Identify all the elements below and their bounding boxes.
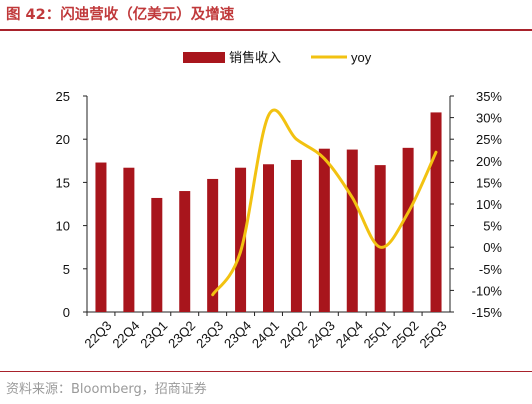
left-tick-label: 25 [56,89,70,104]
revenue-bar [235,167,247,312]
revenue-bar [374,165,386,312]
left-tick-label: 20 [56,132,70,147]
x-tick-label: 24Q3 [305,318,338,351]
x-tick-label: 24Q4 [333,318,366,351]
right-tick-label: 0% [483,240,502,255]
x-tick-label: 23Q3 [193,318,226,351]
revenue-bar [290,159,302,312]
x-tick-label: 23Q1 [137,318,170,351]
revenue-bar [318,148,330,312]
revenue-bar [151,197,163,312]
right-tick-label: -5% [479,262,503,277]
x-tick-label: 23Q2 [165,318,198,351]
right-tick-label: -10% [472,283,503,298]
right-tick-label: 10% [476,197,502,212]
x-tick-label: 24Q1 [249,318,282,351]
revenue-bar [263,164,274,312]
footer-rule [0,371,532,372]
x-tick-label: 25Q2 [389,318,422,351]
revenue-bar [430,112,442,312]
figure-title: 图 42：闪迪营收（亿美元）及增速 [6,7,235,23]
bar-series [86,112,442,316]
title-rule [0,29,532,31]
left-tick-label: 15 [56,175,70,190]
x-tick-label: 22Q4 [109,318,142,351]
left-tick-label: 0 [63,305,70,320]
right-tick-label: 20% [476,154,502,169]
right-tick-label: 5% [483,219,502,234]
revenue-bar [207,178,219,312]
x-tick-label: 22Q3 [81,318,114,351]
right-tick-label: -15% [472,305,503,320]
x-tick-label: 25Q1 [361,318,394,351]
right-tick-label: 35% [476,89,502,104]
x-tick-label: 23Q4 [221,318,254,351]
x-tick-labels: 22Q322Q423Q123Q223Q323Q424Q124Q224Q324Q4… [81,318,449,351]
legend-bar-label: 销售收入 [229,50,281,65]
right-tick-label: 15% [476,175,502,190]
revenue-bar [402,147,414,312]
right-tick-label: 30% [476,111,502,126]
x-tick-label: 24Q2 [277,318,310,351]
chart-axes: 0 5 10 15 20 25 -15% -10% -5% 0% 5% 10% 15% 20% 25% 30%… [56,89,503,320]
yoy-series [211,108,438,297]
revenue-bar [123,167,135,312]
left-tick-label: 10 [56,219,70,234]
left-tick-label: 5 [63,262,70,277]
revenue-chart: 销售收入 yoy 0 5 10 15 20 25 -15% -10% -5% 0% 5% 10% 15%… [56,50,503,351]
legend-bar-swatch [183,52,225,63]
revenue-bar [179,191,191,312]
right-tick-label: 25% [476,132,502,147]
source-note: 资料来源：Bloomberg，招商证券 [6,382,207,397]
revenue-bar [346,149,358,312]
legend-line-label: yoy [351,50,372,65]
chart-legend: 销售收入 yoy [183,50,372,65]
x-tick-label: 25Q3 [416,318,449,351]
revenue-bar [95,162,107,312]
yoy-line [211,108,438,297]
